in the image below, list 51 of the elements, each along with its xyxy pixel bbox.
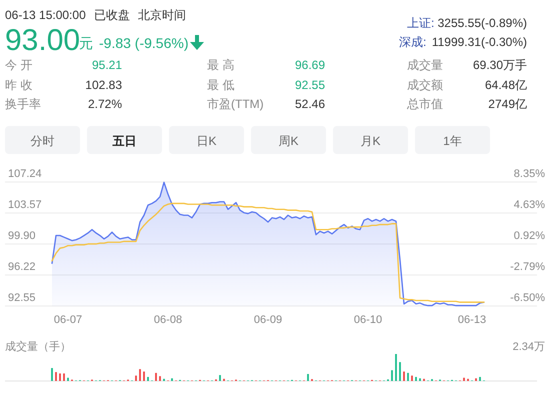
x-tick-label: 06-09 xyxy=(254,314,282,326)
text: 3255.55(-0.89%) xyxy=(438,16,528,30)
text: 成交量 xyxy=(407,58,443,72)
text: 已收盘 xyxy=(94,8,130,22)
y-tick-label: 92.55 xyxy=(8,292,36,304)
y2-tick-label: 8.35% xyxy=(514,168,546,180)
y-tick-label: 96.22 xyxy=(8,261,36,274)
text: 最 低 xyxy=(207,78,234,92)
text: 日K xyxy=(196,134,217,148)
y-tick-label: 103.57 xyxy=(8,198,42,211)
x-tick-label: 06-07 xyxy=(54,314,82,326)
y-tick-label: 99.90 xyxy=(8,230,36,242)
text: 95.21 xyxy=(92,58,122,72)
y2-tick-label: 4.63% xyxy=(514,199,546,212)
text: 52.46 xyxy=(294,97,326,111)
x-tick-label: 06-13 xyxy=(458,314,486,326)
text: 最 高 xyxy=(207,58,234,72)
text: 元 xyxy=(79,35,93,51)
text: 换手率 xyxy=(5,97,41,111)
text: 69.30万手 xyxy=(472,58,527,72)
text: 上证: xyxy=(407,16,434,30)
y2-tick-label: -6.50% xyxy=(510,292,546,304)
text: 昨 收 xyxy=(5,78,32,92)
text: -9.83 (-9.56%) xyxy=(99,35,188,51)
text: 64.48亿 xyxy=(484,78,527,92)
text: 成交额 xyxy=(407,78,443,92)
text: 93.00 xyxy=(5,24,80,57)
text: 今 开 xyxy=(5,58,32,72)
text: 1年 xyxy=(443,134,462,148)
x-tick-label: 06-08 xyxy=(154,314,182,326)
y-tick-label: 107.24 xyxy=(8,168,42,180)
text: 2.34万 xyxy=(512,341,545,353)
text: 92.55 xyxy=(294,78,326,92)
text: 总市值 xyxy=(406,97,443,111)
text: 北京时间 xyxy=(138,8,186,22)
text: 月K xyxy=(360,134,381,148)
text: 102.83 xyxy=(85,78,122,92)
text: 96.69 xyxy=(294,58,326,72)
chart-title: 成交量（手） xyxy=(5,340,71,353)
x-tick-label: 06-10 xyxy=(354,314,382,326)
text: 11999.31(-0.30%) xyxy=(432,35,527,49)
text: 2.72% xyxy=(88,97,122,111)
text: 分时 xyxy=(30,134,54,148)
y2-tick-label: 0.92% xyxy=(514,230,546,242)
text: 2749亿 xyxy=(488,97,527,111)
text: 周K xyxy=(278,134,299,148)
text: 市盈(TTM) xyxy=(207,97,264,111)
text: 06-13 15:00:00 xyxy=(5,8,86,22)
text: 深成: xyxy=(399,35,426,49)
y2-tick-label: -2.79% xyxy=(510,261,546,274)
text: 五日 xyxy=(112,134,136,148)
